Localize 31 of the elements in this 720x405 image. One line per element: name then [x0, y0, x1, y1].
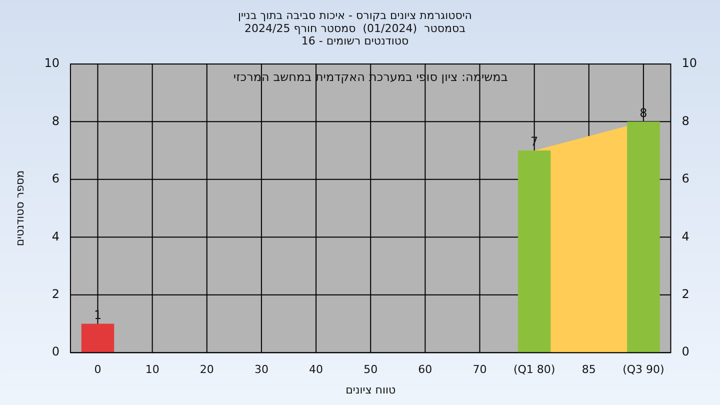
x-tick-label: (Q1 80): [513, 363, 556, 376]
text: היסטוגרמת ציונים בקורס - איכות סביבה בתוך בניין: [238, 9, 472, 22]
y-tick-label: 10: [44, 56, 60, 70]
x-tick-label: 60: [418, 363, 432, 376]
y2-tick-label: 4: [682, 229, 690, 244]
x-tick-label: 10: [145, 363, 160, 376]
y2-tick-label: 2: [682, 286, 690, 301]
bar: [518, 150, 551, 353]
y-tick-label: 0: [52, 344, 60, 359]
text: סטודנטים רשומים - 16: [301, 34, 409, 48]
y2-tick-label: 0: [682, 344, 690, 359]
x-tick-label: 0: [94, 363, 102, 376]
y-tick-label: 2: [52, 286, 60, 301]
x-tick-label: 70: [472, 363, 487, 376]
x-tick-label: 40: [309, 363, 324, 376]
y2-tick-label: 6: [682, 172, 690, 186]
x-axis-title: טווח ציונים: [346, 383, 396, 396]
y2-tick-label: 10: [682, 56, 698, 70]
bar: [627, 122, 660, 353]
y-tick-label: 6: [52, 172, 60, 186]
y2-tick-label: 8: [682, 114, 690, 128]
x-tick-label: 50: [364, 363, 378, 376]
x-tick-label: 20: [200, 363, 214, 376]
y-tick-label: 4: [52, 229, 60, 244]
x-tick-label: (Q3 90): [622, 363, 664, 376]
text: בסמסטר (01/2024) סמסטר חורף 2024/25: [244, 22, 466, 35]
y-axis-title: מספר סטודנטים: [13, 170, 26, 246]
bar: [81, 324, 114, 353]
y-tick-label: 8: [52, 114, 60, 128]
x-tick-label: 85: [582, 363, 596, 376]
x-tick-label: 30: [254, 363, 268, 376]
